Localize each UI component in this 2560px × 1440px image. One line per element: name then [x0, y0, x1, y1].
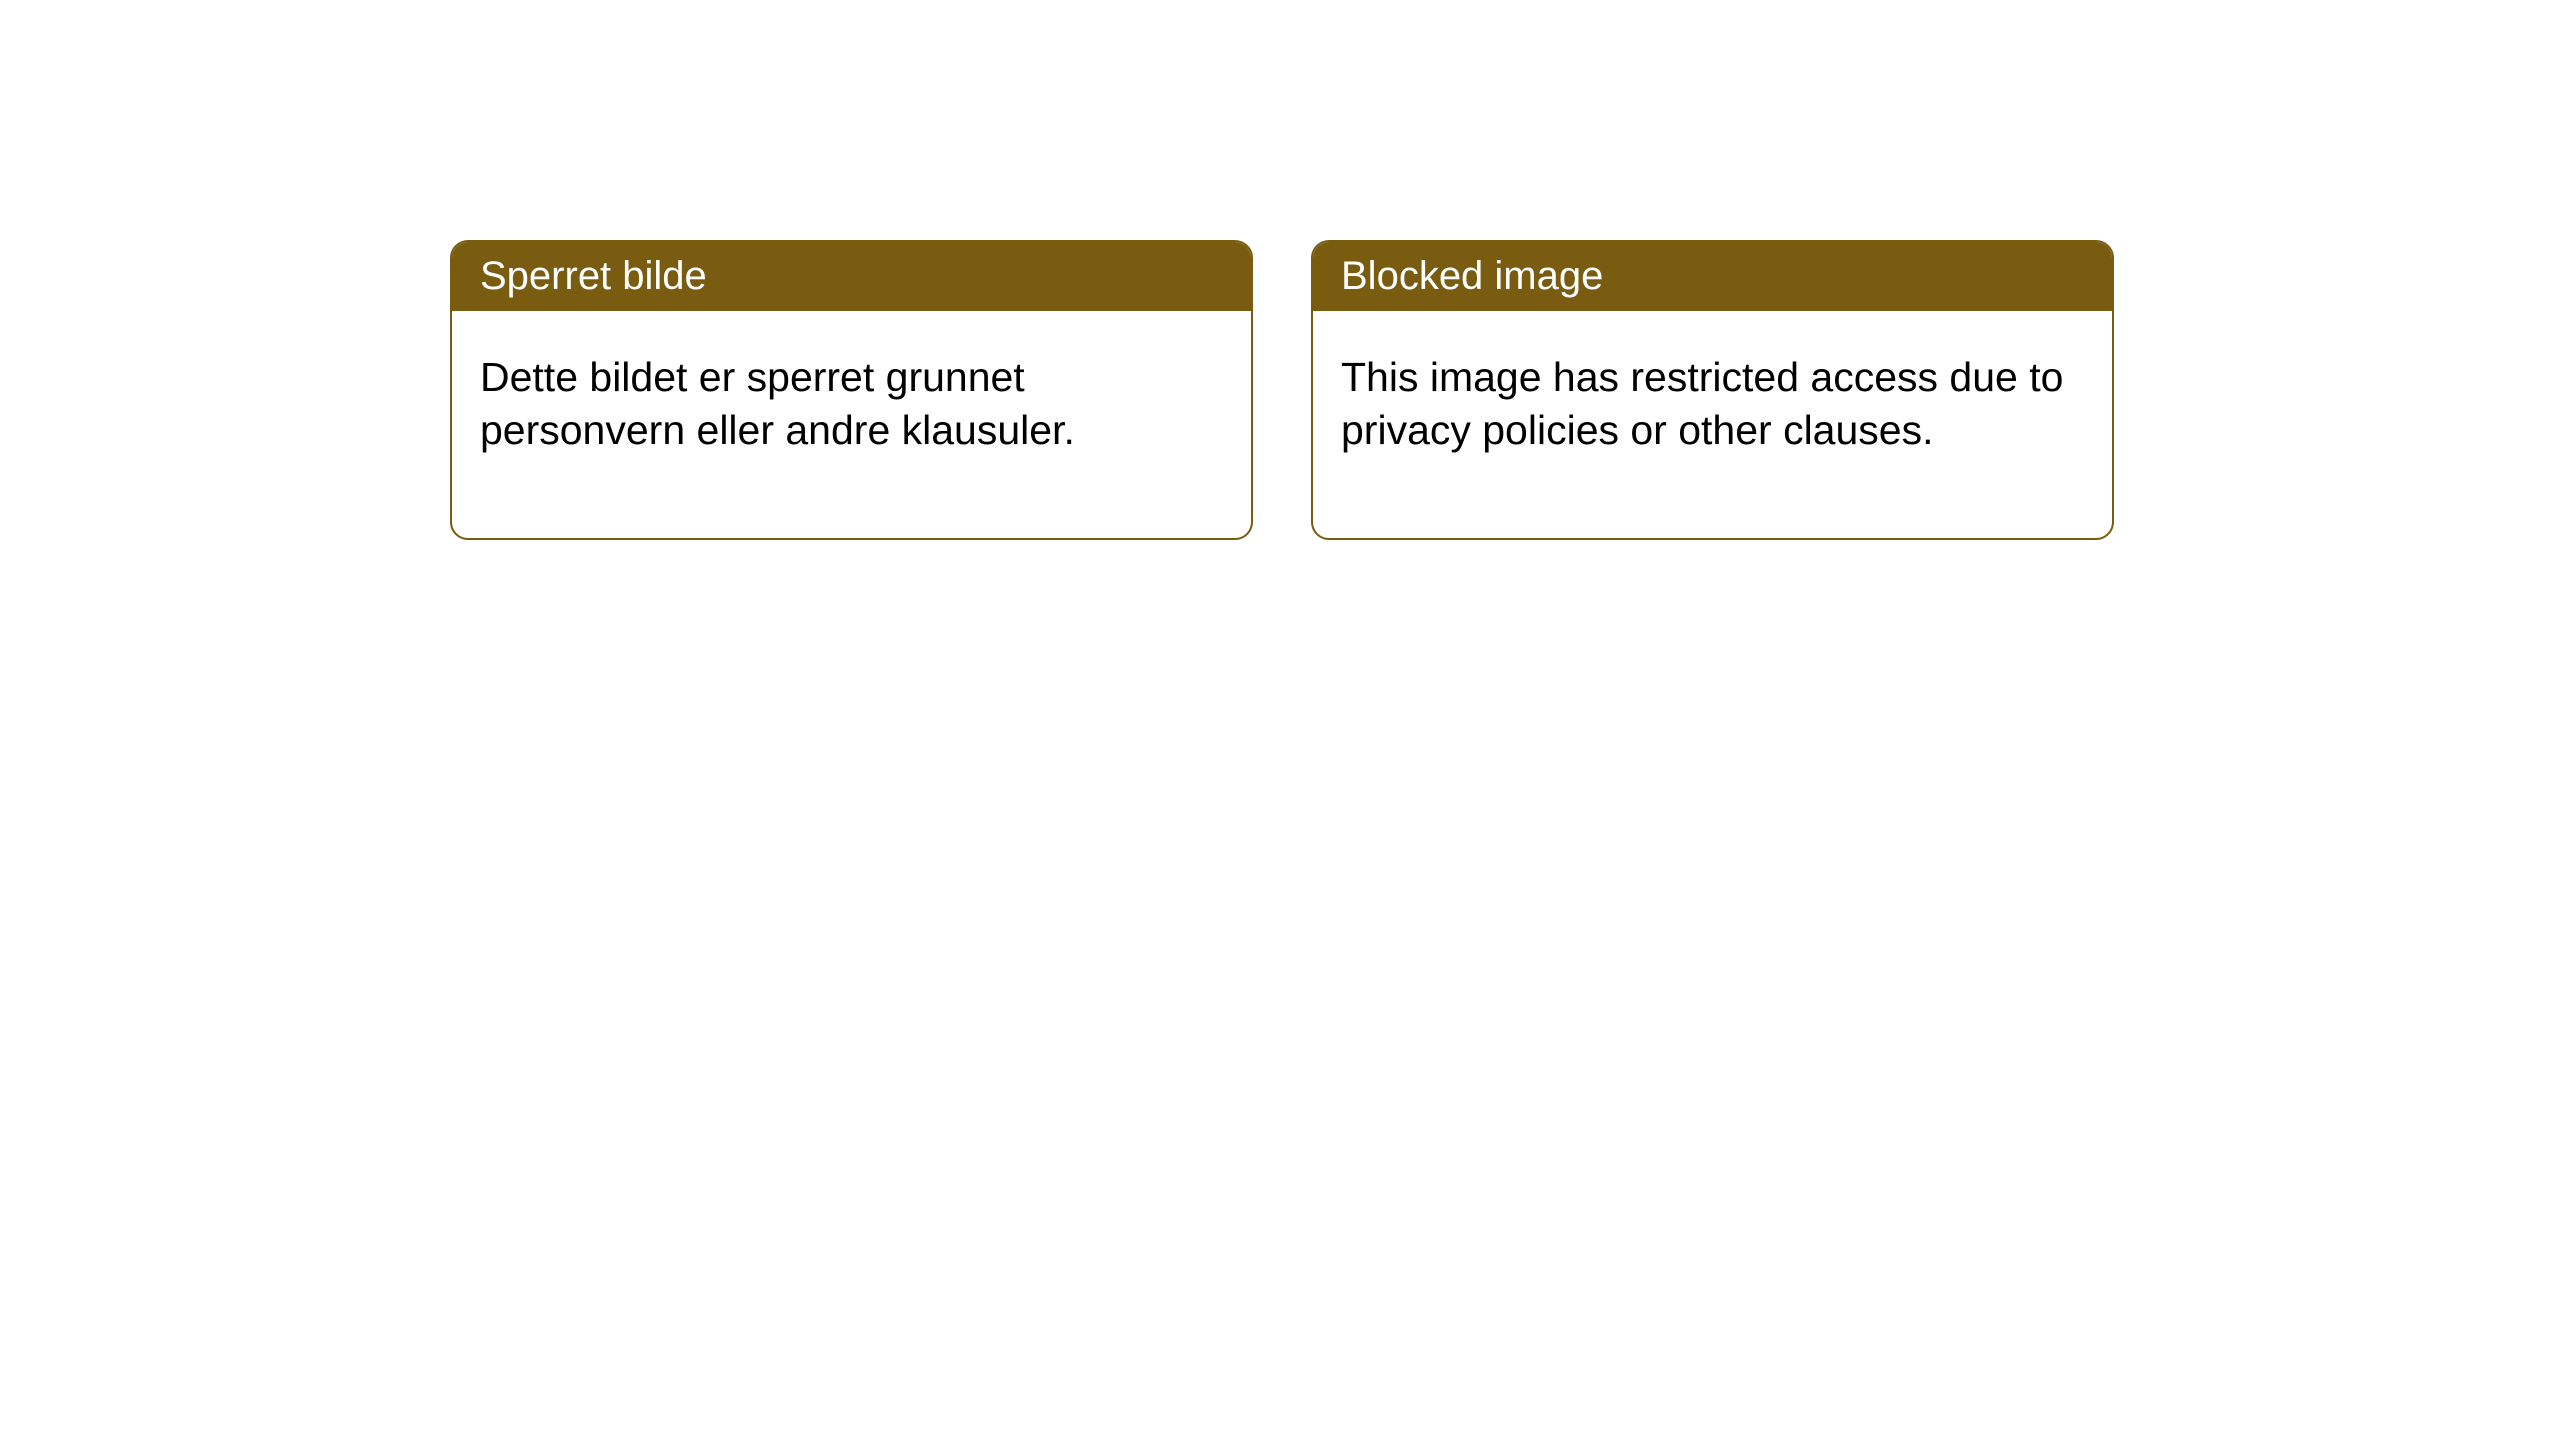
card-body-text-no: Dette bildet er sperret grunnet personve… [480, 354, 1075, 453]
blocked-image-card-en: Blocked image This image has restricted … [1311, 240, 2114, 540]
notice-cards-container: Sperret bilde Dette bildet er sperret gr… [450, 240, 2114, 540]
card-title-no: Sperret bilde [480, 254, 707, 298]
card-body-text-en: This image has restricted access due to … [1341, 354, 2063, 453]
card-header-no: Sperret bilde [452, 242, 1251, 311]
blocked-image-card-no: Sperret bilde Dette bildet er sperret gr… [450, 240, 1253, 540]
card-body-en: This image has restricted access due to … [1313, 311, 2112, 538]
card-body-no: Dette bildet er sperret grunnet personve… [452, 311, 1251, 538]
card-title-en: Blocked image [1341, 254, 1603, 298]
card-header-en: Blocked image [1313, 242, 2112, 311]
